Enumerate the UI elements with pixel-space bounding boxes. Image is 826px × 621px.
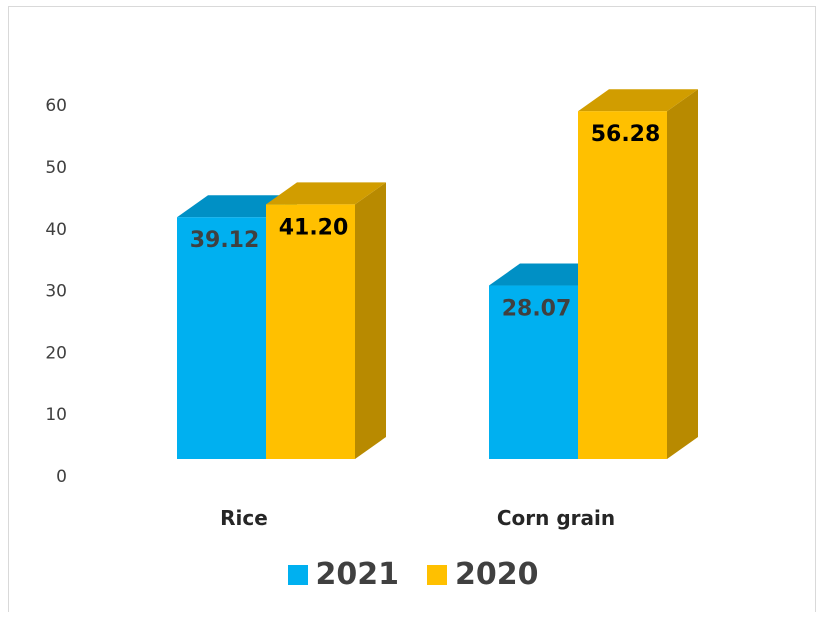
y-axis: 0 10 20 30 40 50 60 bbox=[45, 96, 67, 487]
legend-item-2021: 2021 bbox=[287, 557, 400, 592]
x-category-label: Rice bbox=[220, 506, 268, 530]
y-tick-label: 30 bbox=[45, 282, 67, 302]
y-tick-label: 20 bbox=[45, 343, 67, 363]
bar-front-face bbox=[177, 217, 266, 459]
chart-frame bbox=[8, 6, 816, 612]
y-tick-label: 10 bbox=[45, 405, 67, 425]
data-label: 41.20 bbox=[279, 215, 349, 240]
legend-swatch-2021 bbox=[287, 565, 308, 585]
legend-label-2020: 2020 bbox=[455, 557, 539, 592]
y-tick-label: 60 bbox=[45, 96, 67, 116]
bar-front-face bbox=[489, 285, 578, 459]
legend-label-2021: 2021 bbox=[315, 557, 400, 592]
x-category-label: Corn grain bbox=[497, 506, 615, 530]
bar-front-face bbox=[266, 204, 355, 459]
bar-front-face bbox=[578, 111, 667, 459]
bar-rice-2020 bbox=[266, 182, 386, 459]
y-tick-label: 40 bbox=[45, 220, 67, 240]
data-label: 28.07 bbox=[502, 297, 572, 322]
bars: 39.12 41.20 28.07 56.28 bbox=[177, 89, 698, 459]
bar-chart: 0 10 20 30 40 50 60 39.12 41.20 28.07 56.28 Rice C… bbox=[45, 89, 698, 530]
x-axis: Rice Corn grain bbox=[220, 506, 615, 530]
legend-swatch-2020 bbox=[427, 565, 447, 585]
legend-item-2020: 2020 bbox=[427, 560, 539, 590]
data-label: 56.28 bbox=[591, 122, 661, 147]
data-label: 39.12 bbox=[190, 228, 260, 253]
bar-side-face bbox=[667, 89, 698, 459]
bar-side-face bbox=[355, 182, 386, 459]
legend: 2021 2020 bbox=[0, 560, 826, 590]
y-tick-label: 0 bbox=[56, 467, 67, 487]
y-tick-label: 50 bbox=[45, 158, 67, 178]
bar-corn-grain-2020 bbox=[578, 89, 698, 459]
bar-top-face bbox=[578, 89, 698, 112]
bar-top-face bbox=[266, 182, 386, 205]
